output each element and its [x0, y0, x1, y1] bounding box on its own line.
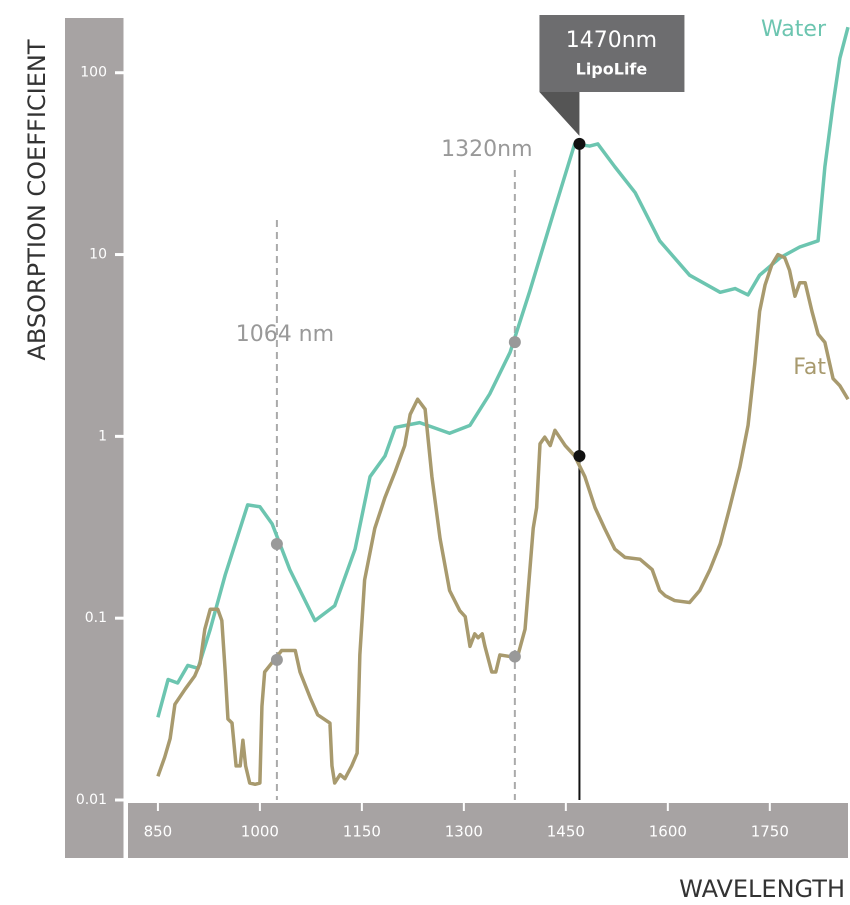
x-tick-label: 850: [144, 823, 173, 841]
annotation-label: 1064 nm: [236, 322, 334, 347]
callout-pointer: [539, 92, 580, 136]
y-tick-label: 1: [98, 428, 107, 444]
legend-label: Fat: [793, 355, 826, 380]
y-axis-band: [65, 18, 125, 858]
annotation-point: [270, 653, 283, 666]
x-tick-label: 1600: [649, 823, 687, 841]
x-axis-label: WAVELENGTH: [679, 875, 845, 903]
callout-label: 1470nm: [566, 28, 657, 53]
y-tick-label: 0.1: [85, 610, 107, 626]
y-axis-label: ABSORPTION COEFFICIENT: [23, 39, 51, 360]
annotation-point: [270, 537, 283, 550]
series-line: [156, 26, 850, 718]
x-tick-label: 1150: [343, 823, 381, 841]
x-tick-label: 1750: [751, 823, 789, 841]
callout-box: [539, 15, 685, 92]
annotation-label: 1320nm: [441, 137, 532, 162]
x-tick-label: 1000: [241, 823, 279, 841]
x-tick-label: 1450: [547, 823, 585, 841]
x-axis-band: [128, 803, 848, 858]
y-tick-label: 100: [80, 65, 107, 81]
series-line: [156, 252, 850, 787]
legend-label: Water: [761, 17, 827, 42]
y-tick-label: 10: [89, 247, 107, 263]
x-tick-label: 1300: [445, 823, 483, 841]
annotation-point: [508, 650, 521, 663]
annotation-point: [508, 336, 521, 349]
annotation-point: [573, 137, 586, 150]
y-tick-label: 0.01: [76, 792, 107, 808]
callout-sublabel: LipoLife: [576, 60, 648, 79]
annotation-point: [573, 449, 586, 462]
